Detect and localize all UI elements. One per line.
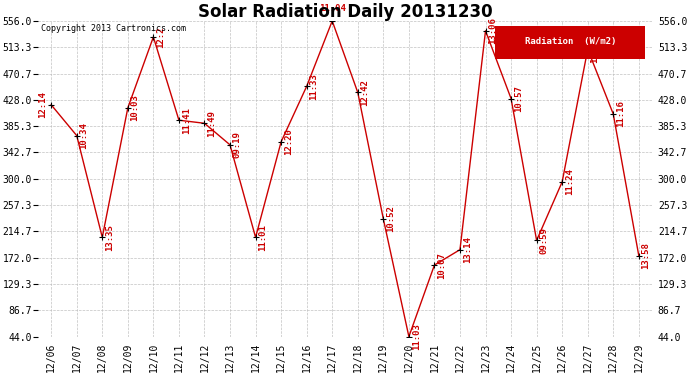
Text: 09:59: 09:59 (540, 227, 549, 254)
Text: 11:04: 11:04 (319, 4, 346, 13)
Text: 12:2: 12:2 (156, 26, 165, 48)
Text: 13:58: 13:58 (642, 242, 651, 269)
Text: 11:33: 11:33 (309, 73, 319, 100)
Text: 11:03: 11:03 (412, 323, 421, 350)
Text: Copyright 2013 Cartronics.com: Copyright 2013 Cartronics.com (41, 24, 186, 33)
Text: 11:16: 11:16 (616, 100, 625, 128)
Text: 10:52: 10:52 (386, 206, 395, 232)
Title: Solar Radiation Daily 20131230: Solar Radiation Daily 20131230 (198, 3, 492, 21)
Text: 12:20: 12:20 (284, 128, 293, 155)
Text: 11:01: 11:01 (258, 224, 267, 251)
Text: 11:24: 11:24 (565, 168, 574, 195)
Text: 10:34: 10:34 (79, 122, 88, 149)
Text: 09:19: 09:19 (233, 131, 241, 158)
Text: 13:35: 13:35 (105, 224, 114, 251)
Text: 13:06: 13:06 (489, 17, 497, 44)
Text: 12:14: 12:14 (38, 92, 47, 118)
Text: 11:49: 11:49 (207, 110, 216, 137)
Text: 10:57: 10:57 (514, 85, 523, 112)
Text: 10:07: 10:07 (437, 252, 446, 279)
FancyBboxPatch shape (495, 26, 645, 59)
Text: 12:42: 12:42 (361, 79, 370, 106)
Text: 11:41: 11:41 (181, 107, 190, 134)
Text: 13:14: 13:14 (463, 236, 472, 263)
Text: Radiation  (W/m2): Radiation (W/m2) (525, 37, 616, 46)
Text: 10:03: 10:03 (130, 94, 139, 121)
Text: 12:24: 12:24 (591, 36, 600, 63)
